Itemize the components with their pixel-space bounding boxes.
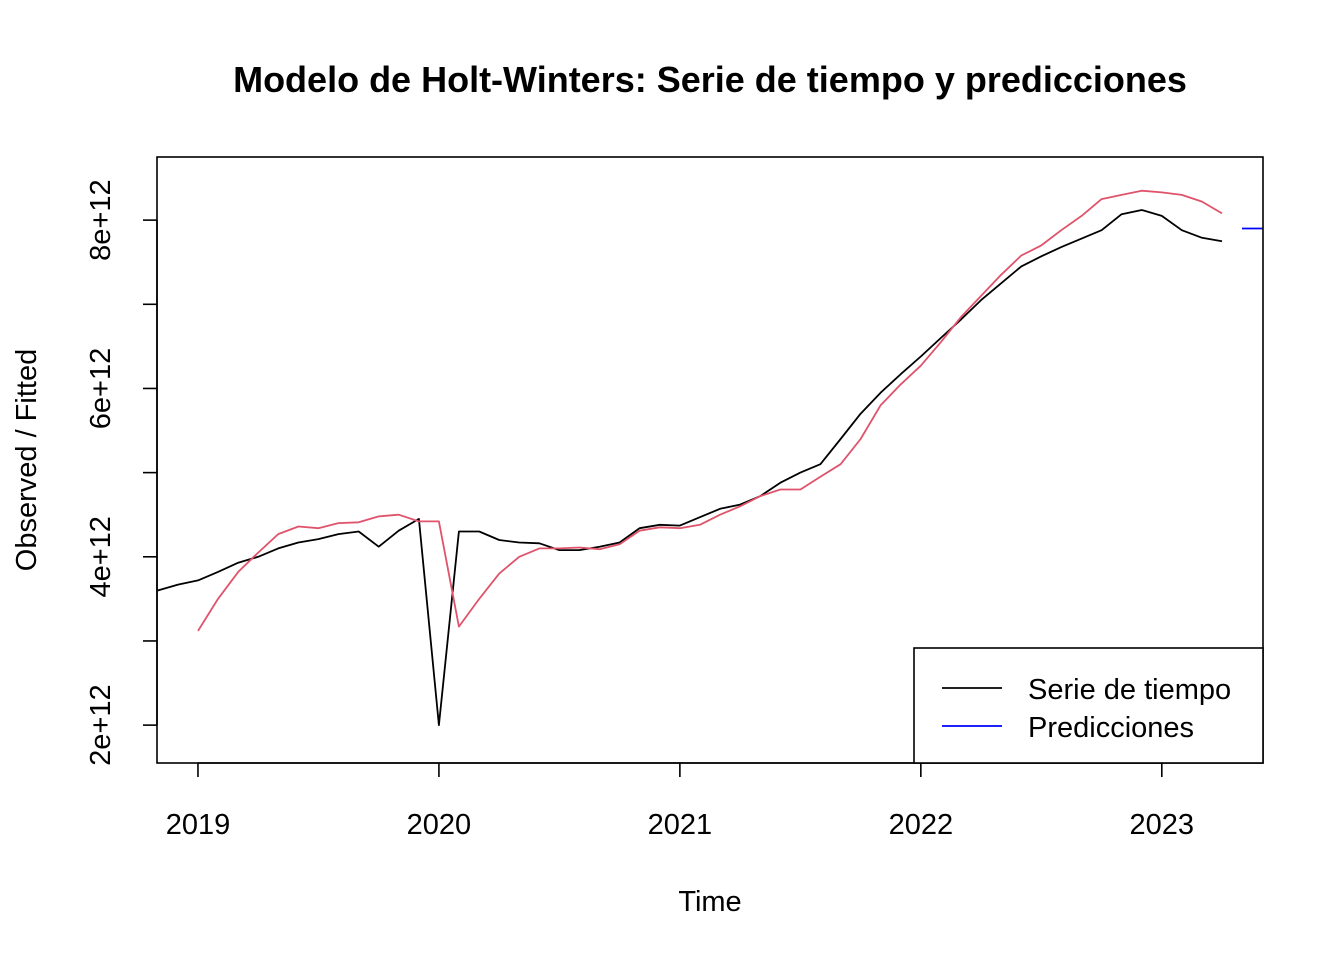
y-tick-label-4e+12: 4e+12 — [85, 516, 117, 597]
y-axis: 2e+12 4e+12 6e+12 8e+12 — [85, 179, 158, 766]
chart-title: Modelo de Holt-Winters: Serie de tiempo … — [233, 59, 1187, 100]
plot-box — [156, 156, 1264, 764]
legend: Serie de tiempo Predicciones — [913, 647, 1264, 764]
x-axis-label: Time — [678, 886, 741, 918]
x-axis: 2019 2020 2021 2022 2023 — [166, 762, 1195, 841]
series-layer — [157, 189, 1263, 726]
legend-label-serie: Serie de tiempo — [1028, 674, 1231, 706]
y-tick-label-6e+12: 6e+12 — [85, 348, 117, 429]
legend-box — [913, 647, 1264, 764]
x-tick-label-2020: 2020 — [407, 809, 472, 841]
y-axis-label: Observed / Fitted — [11, 349, 43, 571]
y-tick-label-2e+12: 2e+12 — [85, 684, 117, 765]
series-line-0 — [157, 209, 1223, 726]
legend-label-predicciones: Predicciones — [1028, 712, 1194, 744]
x-tick-label-2023: 2023 — [1130, 809, 1195, 841]
y-tick-label-8e+12: 8e+12 — [85, 179, 117, 260]
series-line-1 — [197, 189, 1223, 632]
x-tick-label-2019: 2019 — [166, 809, 231, 841]
x-tick-label-2021: 2021 — [648, 809, 713, 841]
x-tick-label-2022: 2022 — [889, 809, 954, 841]
